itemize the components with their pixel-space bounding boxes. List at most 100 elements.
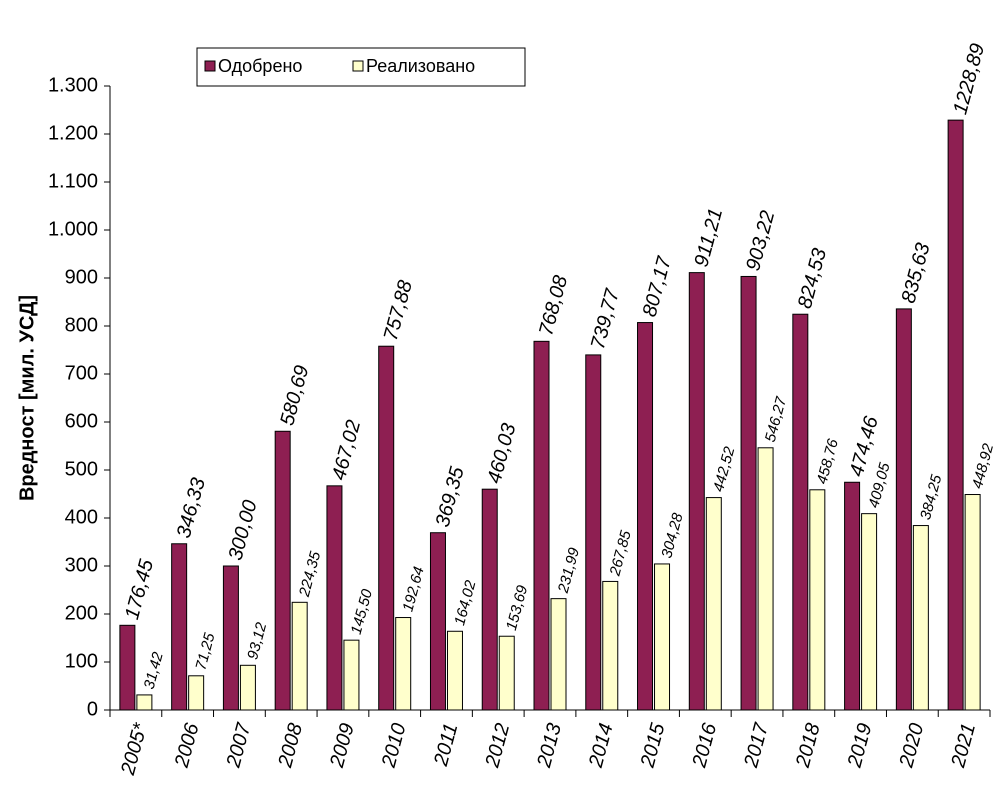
- y-tick-label: 900: [65, 266, 98, 288]
- bar: [688, 272, 705, 711]
- y-tick-label: 400: [65, 506, 98, 528]
- x-tick-label: 2015: [636, 720, 669, 770]
- value-label: 768,08: [535, 273, 572, 338]
- value-label: 93,12: [244, 620, 270, 661]
- value-label: 224,35: [296, 549, 325, 599]
- bar: [844, 481, 861, 711]
- bar: [740, 275, 757, 711]
- x-tick-label: 2021: [947, 721, 980, 771]
- value-label: 153,69: [503, 583, 531, 632]
- x-tick-label: 2008: [274, 721, 307, 771]
- bar: [119, 624, 136, 711]
- x-tick-label: 2018: [792, 721, 825, 771]
- bar: [895, 308, 912, 711]
- y-tick-label: 200: [65, 602, 98, 624]
- value-label: 369,35: [432, 464, 469, 530]
- value-label: 31,42: [141, 650, 167, 691]
- bar: [171, 543, 188, 711]
- y-tick-label: 500: [65, 458, 98, 480]
- value-label: 164,02: [451, 578, 479, 627]
- x-tick-label: 2020: [895, 721, 928, 771]
- value-label: 192,64: [399, 565, 427, 614]
- bar: [378, 345, 395, 711]
- value-label: 145,50: [348, 587, 376, 636]
- bar: [498, 635, 515, 711]
- value-label: 903,22: [742, 208, 779, 273]
- value-label: 757,88: [380, 278, 417, 343]
- value-label: 176,45: [121, 556, 158, 622]
- bar: [429, 532, 446, 711]
- value-label: 231,99: [555, 545, 584, 595]
- y-axis-label: Вредност [мил. УСД]: [16, 295, 38, 501]
- bar: [861, 513, 878, 711]
- x-tick-label: 2016: [688, 720, 721, 770]
- bar: [222, 565, 239, 711]
- y-tick-label: 1.300: [48, 74, 98, 96]
- y-tick-label: 100: [65, 650, 98, 672]
- y-tick-label: 800: [65, 314, 98, 336]
- value-label: 467,02: [328, 418, 365, 483]
- bar: [757, 447, 774, 711]
- value-label: 304,28: [658, 511, 686, 560]
- value-label: 546,27: [762, 395, 790, 444]
- x-tick-label: 2013: [533, 721, 566, 771]
- value-label: 384,25: [917, 472, 945, 521]
- bar: [291, 601, 308, 711]
- x-tick-label: 2007: [222, 720, 255, 770]
- x-tick-label: 2019: [843, 721, 876, 771]
- value-label: 458,76: [814, 437, 842, 486]
- bar: [326, 485, 343, 711]
- value-label: 346,33: [173, 476, 210, 541]
- bar: [136, 694, 153, 711]
- y-tick-label: 700: [65, 362, 98, 384]
- value-label: 824,53: [794, 246, 831, 311]
- y-tick-label: 300: [65, 554, 98, 576]
- legend-label: Реализовано: [366, 56, 475, 76]
- value-label: 448,92: [969, 441, 993, 490]
- x-tick-label: 2011: [430, 721, 463, 769]
- value-label: 442,52: [710, 444, 738, 493]
- bar: [481, 488, 498, 711]
- bar: [947, 119, 964, 711]
- x-tick-label: 2005*: [117, 720, 152, 778]
- legend-swatch: [352, 60, 364, 72]
- bar: [395, 617, 412, 711]
- bar: [964, 494, 981, 711]
- bar: [637, 322, 654, 711]
- x-tick-label: 2014: [585, 721, 618, 771]
- x-tick-label: 2010: [378, 721, 411, 771]
- y-tick-label: 1.000: [48, 218, 98, 240]
- value-label: 267,85: [606, 528, 635, 578]
- y-tick-label: 0: [87, 698, 98, 720]
- y-tick-label: 1.200: [48, 122, 98, 144]
- bar: [239, 664, 256, 711]
- bar: [809, 489, 826, 711]
- bar: [274, 430, 291, 711]
- x-tick-label: 2009: [326, 721, 359, 771]
- bar: [533, 340, 550, 711]
- value-label: 300,00: [225, 498, 262, 563]
- bar: [188, 675, 205, 711]
- x-tick-label: 2012: [481, 721, 514, 771]
- bar: [343, 639, 360, 711]
- legend-swatch: [204, 60, 216, 72]
- value-label: 580,69: [276, 363, 313, 428]
- value-label: 1228,89: [949, 41, 989, 117]
- bar: [912, 525, 929, 711]
- value-label: 911,21: [690, 206, 727, 269]
- bar: [792, 313, 809, 711]
- x-tick-label: 2017: [740, 720, 773, 770]
- y-tick-label: 1.100: [48, 170, 98, 192]
- bar: [446, 630, 463, 711]
- value-label: 460,03: [483, 421, 520, 486]
- bar: [654, 563, 671, 711]
- legend-label: Одобрено: [218, 56, 302, 76]
- value-label: 835,63: [898, 241, 935, 306]
- bar: [550, 598, 567, 711]
- bar: [585, 354, 602, 711]
- bar: [602, 580, 619, 711]
- value-label: 739,77: [587, 286, 624, 352]
- bar: [705, 497, 722, 711]
- x-tick-label: 2006: [171, 720, 204, 770]
